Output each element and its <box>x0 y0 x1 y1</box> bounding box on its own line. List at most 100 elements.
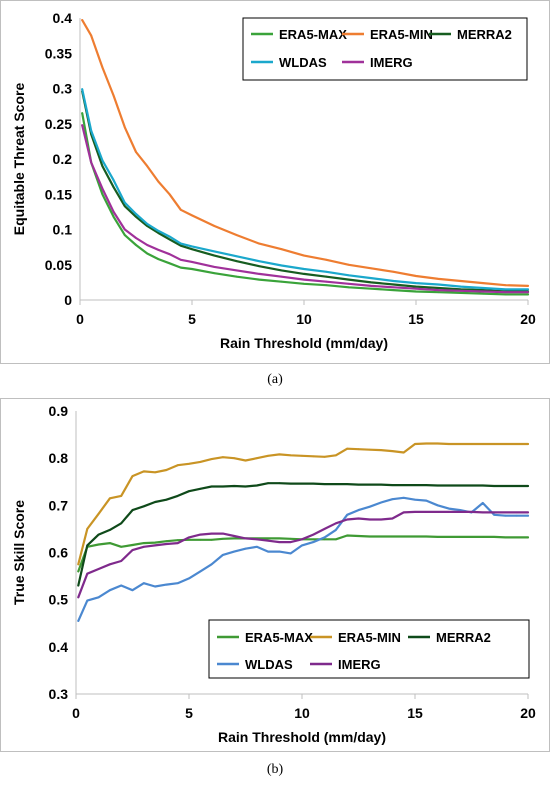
data-point <box>504 284 507 287</box>
data-point <box>146 252 149 255</box>
data-point <box>527 293 529 296</box>
data-point <box>357 483 360 486</box>
data-point <box>131 544 134 546</box>
data-point <box>120 495 123 497</box>
data-point <box>235 275 238 278</box>
x-tick-label: 15 <box>408 311 424 327</box>
data-point <box>142 470 145 473</box>
data-point <box>142 505 145 508</box>
data-point <box>402 496 405 499</box>
legend-label: WLDAS <box>245 657 293 672</box>
data-point <box>482 290 485 293</box>
data-point <box>154 544 157 547</box>
data-point <box>392 280 395 282</box>
legend-label: MERRA2 <box>457 27 512 42</box>
data-point <box>199 487 202 490</box>
x-axis-title: Rain Threshold (mm/day) <box>218 729 386 745</box>
data-point <box>415 275 417 277</box>
data-point <box>101 165 104 168</box>
data-point <box>312 533 315 536</box>
data-point <box>109 589 111 592</box>
data-point <box>515 511 518 514</box>
data-point <box>402 484 405 486</box>
data-point <box>370 267 373 270</box>
caption-b: (b) <box>266 762 284 777</box>
data-point <box>233 485 236 487</box>
data-point <box>504 443 507 445</box>
data-point <box>493 443 495 445</box>
data-point <box>90 161 93 164</box>
y-tick-label: 0.5 <box>49 592 69 608</box>
data-point <box>370 287 373 290</box>
data-point <box>255 457 258 460</box>
data-point <box>179 242 182 245</box>
x-tick-label: 20 <box>520 311 536 327</box>
data-point <box>244 485 247 488</box>
y-tick-label: 0.6 <box>49 545 69 561</box>
data-point <box>168 262 171 265</box>
data-point <box>191 245 193 248</box>
data-point <box>448 507 450 510</box>
data-point <box>303 278 305 281</box>
data-point <box>392 283 395 286</box>
data-point <box>415 285 417 288</box>
data-point <box>380 518 382 521</box>
data-point <box>123 126 126 129</box>
data-point <box>335 483 337 485</box>
x-axis-title: Rain Threshold (mm/day) <box>220 335 388 351</box>
data-point <box>222 532 224 535</box>
data-point <box>101 66 104 69</box>
data-point <box>312 482 315 485</box>
data-point <box>289 482 292 485</box>
data-point <box>280 280 283 283</box>
data-point <box>527 514 529 517</box>
data-point <box>323 483 326 485</box>
data-point <box>90 129 93 132</box>
data-point <box>515 514 518 517</box>
data-point <box>459 509 462 511</box>
x-tick-label: 5 <box>188 311 196 327</box>
data-point <box>146 244 149 246</box>
data-point <box>165 498 168 501</box>
data-point <box>368 448 371 451</box>
data-point <box>493 511 495 514</box>
data-point <box>504 511 507 514</box>
data-point <box>504 288 507 291</box>
data-point <box>493 485 495 487</box>
data-point <box>289 454 292 457</box>
data-point <box>482 292 485 295</box>
data-point <box>77 570 80 573</box>
y-tick-label: 0.8 <box>49 450 69 466</box>
data-point <box>470 484 473 487</box>
data-point <box>233 537 236 540</box>
data-point <box>112 94 115 97</box>
data-point <box>414 498 416 501</box>
data-point <box>504 514 507 517</box>
data-point <box>335 454 337 457</box>
data-point <box>191 214 193 217</box>
data-point <box>210 458 213 460</box>
data-point <box>325 284 328 287</box>
data-point <box>470 536 473 538</box>
data-point <box>391 517 394 520</box>
x-tick-label: 10 <box>294 705 310 721</box>
x-tick-label: 0 <box>76 311 84 327</box>
data-point <box>267 550 269 553</box>
data-point <box>188 577 190 580</box>
data-point <box>346 534 349 537</box>
data-point <box>131 475 134 477</box>
data-point <box>146 223 149 225</box>
data-point <box>392 286 395 289</box>
data-point <box>278 537 281 540</box>
data-point <box>222 554 224 556</box>
data-point <box>244 537 247 540</box>
data-point <box>168 253 171 256</box>
data-point <box>391 535 394 538</box>
data-point <box>346 518 349 521</box>
data-point <box>414 535 416 538</box>
data-point <box>81 19 84 21</box>
data-point <box>515 485 518 487</box>
legend-label: IMERG <box>338 657 381 672</box>
data-point <box>222 537 224 540</box>
data-point <box>188 462 190 465</box>
